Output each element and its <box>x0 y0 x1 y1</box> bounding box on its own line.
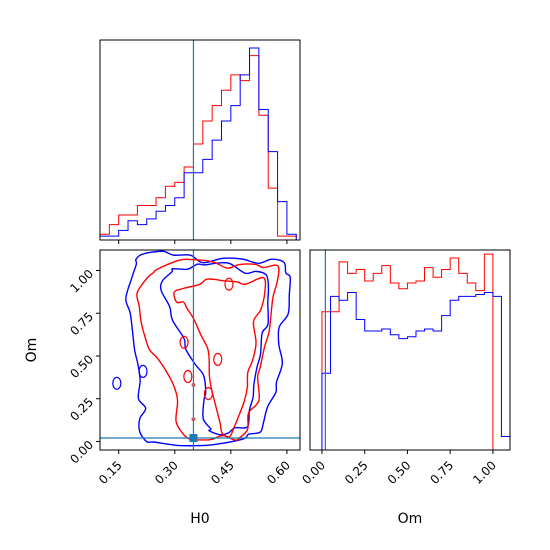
h0-xlabel: H0 <box>190 511 209 527</box>
om-hist-group <box>313 253 510 450</box>
joint-xtick-label-3: 0.60 <box>264 458 293 487</box>
joint-ytick-label-2: 0.50 <box>67 352 96 381</box>
joint-blob-2 <box>183 369 193 384</box>
joint-contour-0000ff-0 <box>125 250 292 447</box>
joint-contour-ff0000-1 <box>173 276 267 438</box>
h0-hist-frame <box>99 39 301 241</box>
om-hist-xtick-label-1: 0.25 <box>342 458 371 487</box>
h0-hist-series-1 <box>100 47 297 240</box>
joint-ytick-label-4: 1.00 <box>67 267 96 296</box>
joint-contour-ff0000-0 <box>136 258 280 441</box>
om-hist-xtick-label-4: 1.00 <box>470 458 499 487</box>
joint-ytick-label-1: 0.25 <box>67 395 96 424</box>
joint-group <box>112 250 292 447</box>
om-hist-xtick-label-3: 0.75 <box>427 458 456 487</box>
om-hist-frame <box>309 249 511 451</box>
joint-blob-1 <box>112 376 122 390</box>
om-hist-series-1 <box>313 292 510 450</box>
joint-ytick-label-0: 0.00 <box>67 438 96 467</box>
om-ylabel: Om <box>24 338 40 363</box>
joint-xtick-label-0: 0.15 <box>96 458 125 487</box>
joint-blob-4 <box>224 277 234 291</box>
om-hist-series-0 <box>313 253 510 450</box>
joint-point-0 <box>191 383 196 388</box>
joint-blob-0 <box>138 364 148 378</box>
om-hist-xtick-label-2: 0.50 <box>385 458 414 487</box>
joint-blob-5 <box>213 352 223 367</box>
h0-hist-group <box>100 47 297 240</box>
om-xlabel: Om <box>398 511 423 527</box>
h0-hist-series-0 <box>100 55 297 240</box>
joint-frame <box>99 249 301 451</box>
joint-blob-3 <box>179 335 189 349</box>
joint-xtick-label-1: 0.30 <box>152 458 181 487</box>
joint-point-1 <box>191 417 196 422</box>
joint-blob-6 <box>203 386 214 401</box>
joint-xtick-label-2: 0.45 <box>208 458 237 487</box>
joint-truth-marker <box>189 434 198 443</box>
om-hist-xtick-label-0: 0.00 <box>299 458 328 487</box>
joint-ytick-label-3: 0.75 <box>67 309 96 338</box>
